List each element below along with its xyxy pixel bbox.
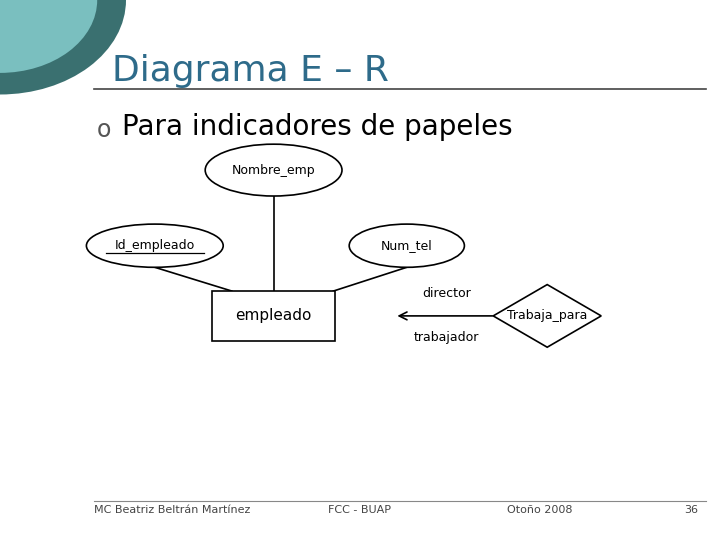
Text: 36: 36 (685, 505, 698, 516)
Text: empleado: empleado (235, 308, 312, 323)
Text: Diagrama E – R: Diagrama E – R (112, 54, 389, 88)
Text: trabajador: trabajador (414, 331, 479, 344)
Ellipse shape (205, 144, 342, 196)
Text: Para indicadores de papeles: Para indicadores de papeles (122, 113, 513, 141)
Ellipse shape (349, 224, 464, 267)
Text: Nombre_emp: Nombre_emp (232, 164, 315, 177)
Text: Otoño 2008: Otoño 2008 (508, 505, 572, 516)
Text: Num_tel: Num_tel (381, 239, 433, 252)
Text: FCC - BUAP: FCC - BUAP (328, 505, 392, 516)
Text: o: o (97, 118, 112, 141)
Wedge shape (0, 0, 126, 94)
FancyBboxPatch shape (212, 291, 335, 341)
Ellipse shape (86, 224, 223, 267)
Text: MC Beatriz Beltrán Martínez: MC Beatriz Beltrán Martínez (94, 505, 250, 516)
Wedge shape (0, 0, 97, 73)
Text: Trabaja_para: Trabaja_para (507, 309, 588, 322)
Text: director: director (422, 287, 471, 300)
Polygon shape (493, 285, 601, 347)
Text: Id_empleado: Id_empleado (114, 239, 195, 252)
